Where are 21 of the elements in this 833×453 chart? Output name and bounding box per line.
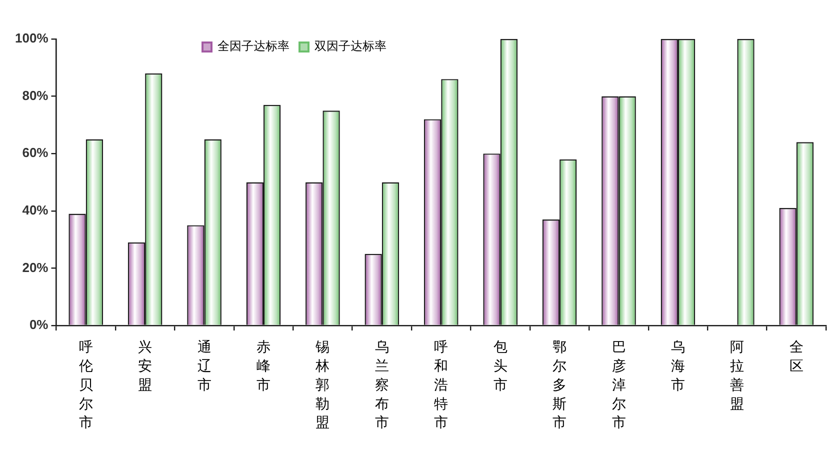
- x-tick-label: 兴安盟: [138, 340, 152, 394]
- x-tick-label: 鄂尔多斯市: [552, 340, 567, 432]
- x-tick-label: 包头市: [493, 340, 508, 394]
- x-tick-label: 阿拉善盟: [730, 340, 744, 412]
- x-tick-label: 巴彦淖尔市: [612, 340, 626, 432]
- y-tick-label: 0%: [29, 317, 49, 332]
- y-tick-label: 60%: [22, 145, 49, 160]
- legend-label: 双因子达标率: [314, 39, 386, 54]
- y-tick-label: 40%: [22, 202, 49, 218]
- y-tick-label: 80%: [22, 88, 49, 103]
- x-tick-label: 乌海市: [670, 340, 685, 394]
- x-tick-label: 呼和浩特市: [434, 340, 448, 432]
- x-tick-label: 乌兰察布市: [374, 340, 389, 432]
- x-tick-label: 赤峰市: [256, 340, 270, 394]
- legend-label: 全因子达标率: [218, 39, 290, 54]
- x-tick-label: 通辽市: [197, 340, 212, 394]
- x-tick-label: 锡林郭勒盟: [314, 340, 330, 432]
- y-tick-label: 20%: [22, 260, 49, 275]
- x-tick-label: 全区: [789, 340, 804, 374]
- y-tick-label: 100%: [15, 30, 49, 46]
- x-tick-label: 呼伦贝尔市: [78, 340, 93, 432]
